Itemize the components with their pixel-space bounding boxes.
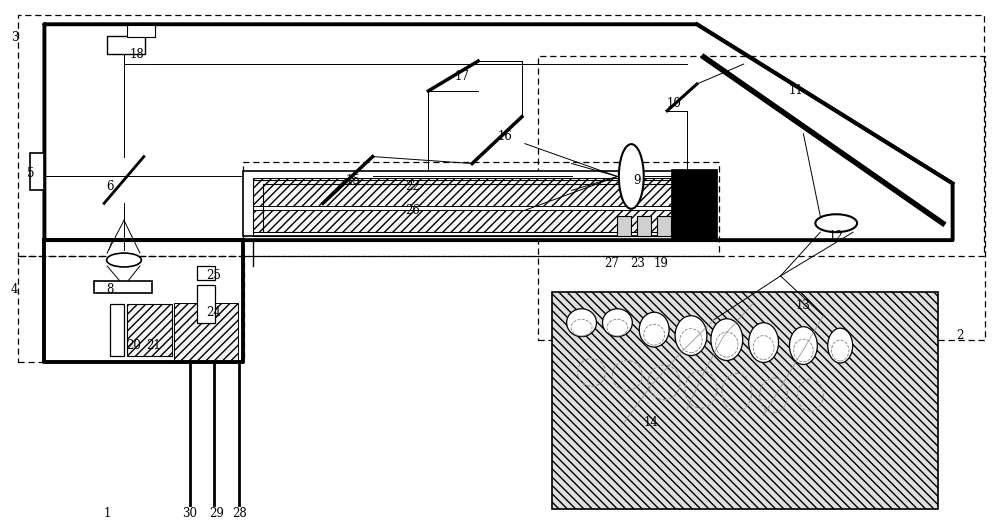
Ellipse shape — [789, 327, 817, 364]
Text: 11: 11 — [789, 84, 804, 97]
Ellipse shape — [107, 253, 141, 267]
Bar — [94, 281, 152, 293]
Text: 9: 9 — [634, 174, 641, 187]
Text: 15: 15 — [345, 174, 360, 187]
Text: 19: 19 — [654, 257, 669, 269]
Bar — [657, 216, 671, 236]
Text: 3: 3 — [11, 31, 18, 44]
Text: 18: 18 — [130, 48, 144, 61]
Text: 17: 17 — [455, 71, 470, 83]
Bar — [110, 304, 124, 355]
Bar — [253, 210, 703, 232]
Ellipse shape — [749, 323, 779, 363]
Text: 23: 23 — [630, 257, 645, 269]
Bar — [18, 15, 984, 256]
Bar — [263, 184, 693, 232]
Bar — [243, 172, 713, 236]
Bar — [18, 256, 244, 363]
Ellipse shape — [567, 309, 596, 337]
Bar — [617, 216, 631, 236]
Bar — [127, 304, 172, 355]
Ellipse shape — [602, 309, 632, 337]
Bar — [253, 181, 703, 236]
Text: 1: 1 — [103, 507, 111, 520]
Text: 28: 28 — [232, 507, 247, 520]
Ellipse shape — [639, 312, 669, 347]
Text: 25: 25 — [206, 269, 221, 282]
Text: 6: 6 — [106, 180, 114, 193]
Bar — [253, 178, 703, 206]
Ellipse shape — [711, 319, 743, 361]
Text: 24: 24 — [206, 306, 221, 319]
Text: 20: 20 — [126, 339, 141, 352]
Ellipse shape — [815, 214, 857, 232]
Bar — [671, 168, 717, 240]
Text: 4: 4 — [11, 284, 18, 296]
Bar — [243, 162, 719, 256]
Text: 12: 12 — [829, 230, 844, 243]
Text: 7: 7 — [106, 240, 114, 252]
Text: 22: 22 — [405, 180, 420, 193]
Bar — [174, 303, 238, 363]
Bar — [30, 153, 44, 191]
Text: 5: 5 — [27, 167, 34, 180]
Ellipse shape — [675, 316, 707, 355]
Text: 8: 8 — [106, 284, 114, 296]
Bar — [552, 292, 938, 508]
Text: 2: 2 — [956, 329, 963, 342]
Text: 30: 30 — [182, 507, 197, 520]
Ellipse shape — [828, 328, 853, 363]
Text: 13: 13 — [796, 299, 811, 312]
Text: 16: 16 — [498, 130, 512, 143]
Bar — [197, 266, 215, 280]
Bar — [107, 36, 145, 54]
Ellipse shape — [619, 144, 644, 209]
Text: 26: 26 — [405, 204, 420, 217]
Text: 10: 10 — [667, 97, 682, 110]
Bar — [538, 56, 985, 340]
Text: 14: 14 — [644, 416, 659, 429]
Bar — [637, 216, 651, 236]
Text: 21: 21 — [146, 339, 161, 352]
Bar — [127, 25, 155, 37]
Text: 27: 27 — [604, 257, 619, 269]
Bar — [197, 285, 215, 323]
Text: 29: 29 — [209, 507, 224, 520]
